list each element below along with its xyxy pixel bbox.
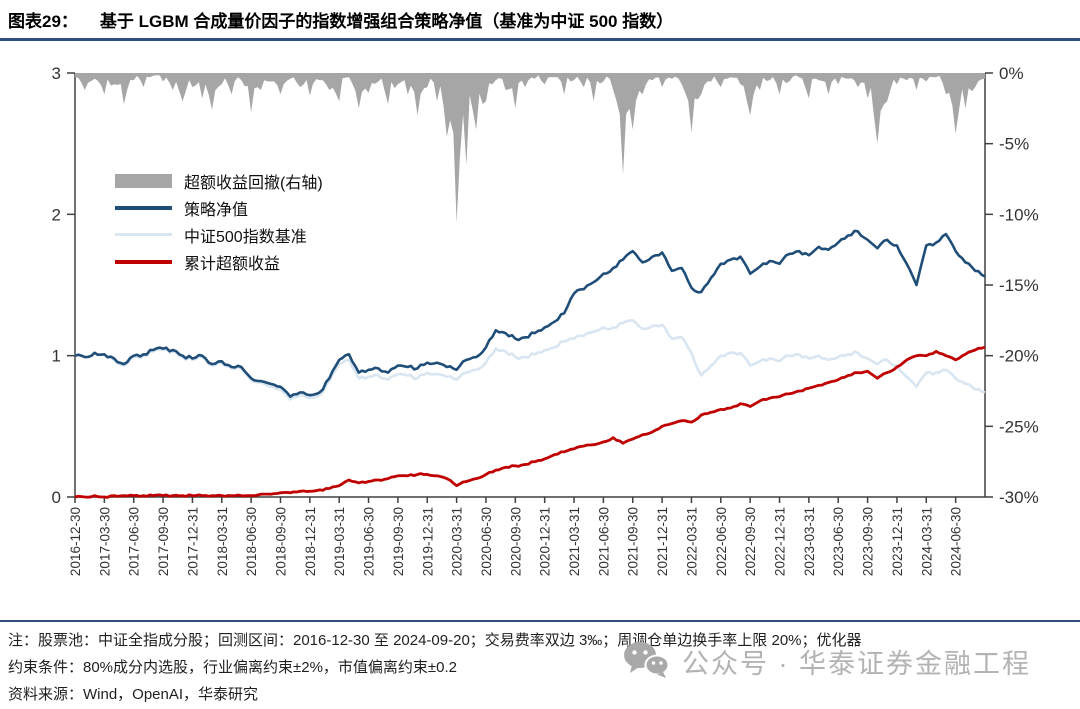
x-tick-label: 2020-06-30 <box>479 507 494 576</box>
footer-divider <box>0 620 1080 622</box>
y-right-tick-label: -5% <box>999 135 1029 154</box>
x-tick-label: 2017-03-30 <box>97 507 112 576</box>
x-tick-label: 2022-03-31 <box>684 507 699 576</box>
x-tick-label: 2022-06-30 <box>714 507 729 576</box>
x-tick-label: 2019-06-30 <box>362 507 377 576</box>
footnote-line: 约束条件：80%成分内选股，行业偏离约束±2%，市值偏离约束±0.2 <box>8 659 458 676</box>
y-right-tick-label: 0% <box>999 64 1024 83</box>
footnote-line: 资料来源：Wind，OpenAI，华泰研究 <box>8 686 259 703</box>
x-tick-label: 2018-09-30 <box>273 507 288 576</box>
watermark-text: 公众号 · 华泰证券金融工程 <box>682 648 1031 679</box>
figure-number: 图表29： <box>8 12 78 31</box>
x-tick-label: 2019-12-31 <box>420 507 435 576</box>
x-tick-label: 2022-12-31 <box>773 507 788 576</box>
legend-label: 累计超额收益 <box>184 255 281 273</box>
x-tick-label: 2020-09-30 <box>508 507 523 576</box>
legend-label: 超额收益回撤(右轴) <box>184 174 323 192</box>
wechat-icon <box>624 642 670 678</box>
x-tick-label: 2016-12-30 <box>68 507 83 576</box>
x-tick-label: 2023-09-30 <box>861 507 876 576</box>
y-right-tick-label: -20% <box>999 347 1039 366</box>
legend-item-drawdown: 超额收益回撤(右轴) <box>115 171 323 192</box>
figure-title: 图表29： 基于 LGBM 合成量价因子的指数增强组合策略净值（基准为中证 500… <box>8 7 673 32</box>
x-tick-label: 2024-06-30 <box>949 507 964 576</box>
x-tick-label: 2017-12-31 <box>185 507 200 576</box>
y-left-tick-label: 2 <box>52 205 61 224</box>
x-tick-label: 2021-09-30 <box>626 507 641 576</box>
figure-title-text: 基于 LGBM 合成量价因子的指数增强组合策略净值（基准为中证 500 指数） <box>99 12 674 31</box>
x-tick-label: 2017-09-30 <box>156 507 171 576</box>
chart-legend: 超额收益回撤(右轴) 策略净值 中证500指数基准 累计超额收益 <box>115 171 323 279</box>
x-tick-label: 2020-12-31 <box>538 507 553 576</box>
x-tick-label: 2018-03-31 <box>215 507 230 576</box>
x-tick-label: 2024-03-31 <box>919 507 934 576</box>
x-tick-label: 2017-06-30 <box>127 507 142 576</box>
excess-line-swatch <box>115 259 172 264</box>
benchmark-line-swatch <box>115 233 172 236</box>
y-left-tick-label: 0 <box>52 488 61 507</box>
y-right-tick-label: -30% <box>999 488 1039 507</box>
legend-item-excess: 累计超额收益 <box>115 252 323 273</box>
benchmark-line <box>74 319 986 401</box>
x-tick-label: 2019-09-30 <box>391 507 406 576</box>
strategy-line <box>74 229 986 398</box>
x-tick-label: 2020-03-31 <box>450 507 465 576</box>
title-divider <box>0 38 1080 41</box>
x-tick-label: 2021-06-30 <box>596 507 611 576</box>
x-tick-label: 2021-03-31 <box>567 507 582 576</box>
y-right-tick-label: -10% <box>999 205 1039 224</box>
excess-line <box>74 345 986 499</box>
x-tick-label: 2018-12-31 <box>303 507 318 576</box>
x-tick-label: 2023-06-30 <box>831 507 846 576</box>
y-left-tick-label: 3 <box>52 64 61 83</box>
x-tick-label: 2019-03-31 <box>332 507 347 576</box>
y-right-tick-label: -25% <box>999 417 1039 436</box>
x-tick-label: 2021-12-31 <box>655 507 670 576</box>
legend-label: 中证500指数基准 <box>184 228 307 246</box>
drawdown-area-swatch <box>115 173 172 188</box>
wechat-watermark: 公众号 · 华泰证券金融工程 <box>622 640 1031 682</box>
x-tick-label: 2023-03-31 <box>802 507 817 576</box>
x-tick-label: 2018-06-30 <box>244 507 259 576</box>
y-left-tick-label: 1 <box>52 347 61 366</box>
legend-item-strategy: 策略净值 <box>115 198 323 219</box>
strategy-line-swatch <box>115 205 172 210</box>
y-right-tick-label: -15% <box>999 276 1039 295</box>
x-tick-label: 2022-09-30 <box>743 507 758 576</box>
legend-label: 策略净值 <box>184 201 249 219</box>
legend-item-benchmark: 中证500指数基准 <box>115 225 323 246</box>
x-tick-label: 2023-12-31 <box>890 507 905 576</box>
